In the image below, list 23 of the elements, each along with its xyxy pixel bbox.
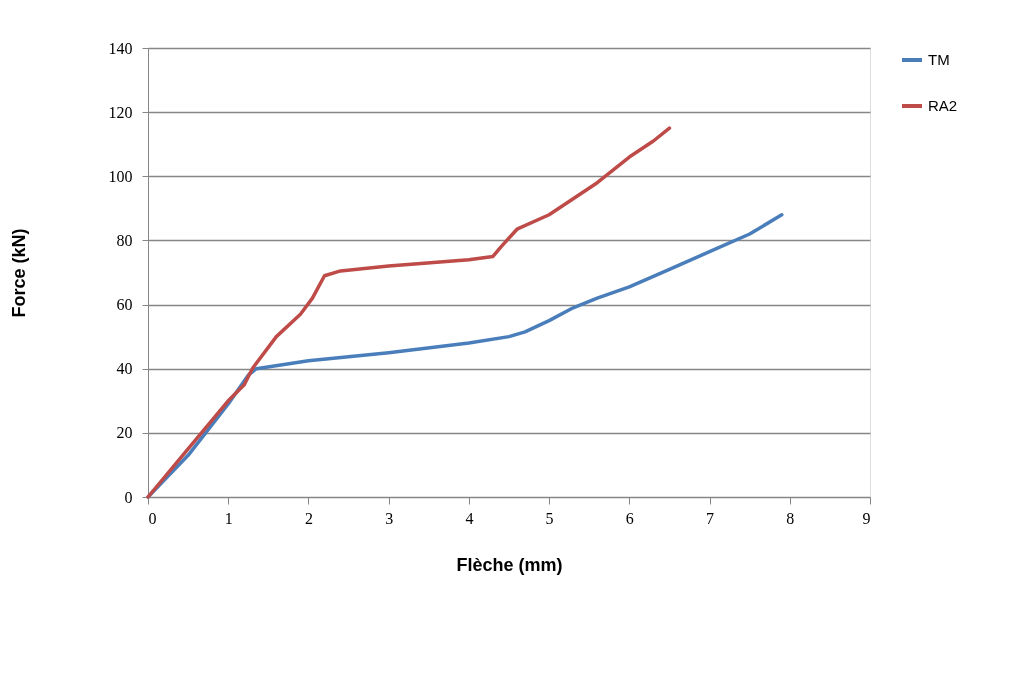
y-axis-title: Force (kN) <box>8 228 29 318</box>
x-tick-label: 3 <box>385 509 394 527</box>
x-tick-label: 0 <box>148 509 157 527</box>
y-tick-label: 100 <box>108 167 133 185</box>
x-axis-title: Flèche (mm) <box>456 554 563 575</box>
x-tick-label: 4 <box>465 509 474 527</box>
y-tick-label: 20 <box>116 424 133 442</box>
x-tick-label: 6 <box>625 509 634 527</box>
x-tick-label: 7 <box>706 509 715 527</box>
y-tick-label: 40 <box>116 360 133 378</box>
legend-label: TM <box>928 51 950 68</box>
y-tick-label: 60 <box>116 296 133 314</box>
x-tick-label: 5 <box>545 509 554 527</box>
x-tick-label: 8 <box>786 509 795 527</box>
legend-label: RA2 <box>928 97 958 114</box>
y-tick-label: 140 <box>108 39 133 57</box>
y-tick-label: 0 <box>124 488 133 506</box>
y-tick-label: 120 <box>108 103 133 121</box>
x-tick-label: 9 <box>862 509 871 527</box>
y-tick-label: 80 <box>116 231 133 249</box>
x-tick-label: 2 <box>304 509 313 527</box>
x-tick-label: 1 <box>224 509 233 527</box>
line-series <box>146 126 672 499</box>
